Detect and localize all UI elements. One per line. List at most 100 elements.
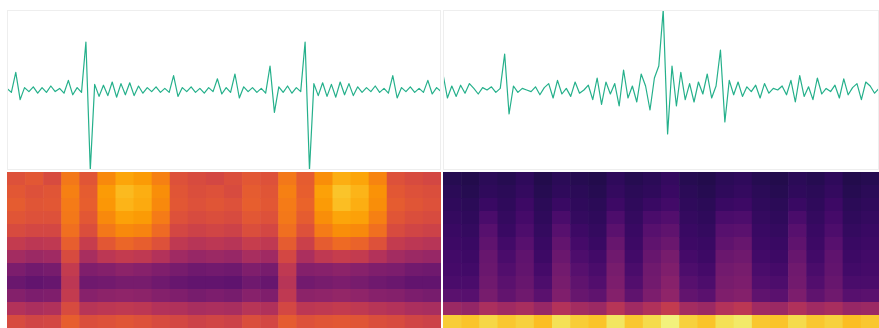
cell: [134, 250, 153, 264]
cell: [752, 211, 771, 225]
cell: [516, 185, 535, 199]
cell: [224, 211, 243, 225]
cell: [479, 276, 498, 290]
cell: [188, 250, 207, 264]
cell: [116, 276, 135, 290]
cell: [116, 172, 135, 186]
cell: [423, 224, 441, 238]
cell: [423, 315, 441, 328]
cell: [97, 250, 116, 264]
cell: [242, 289, 261, 303]
cell: [734, 302, 753, 316]
cell: [43, 237, 62, 251]
cell: [607, 211, 626, 225]
cell: [679, 276, 698, 290]
cell: [405, 276, 424, 290]
cell: [206, 289, 225, 303]
cell: [423, 302, 441, 316]
cell: [116, 185, 135, 199]
cell: [461, 250, 480, 264]
cell: [752, 276, 771, 290]
cell: [116, 224, 135, 238]
cell: [25, 263, 44, 277]
cell: [607, 185, 626, 199]
cell: [224, 172, 243, 186]
cell: [188, 237, 207, 251]
cell: [369, 224, 388, 238]
cell: [351, 185, 370, 199]
cell: [188, 185, 207, 199]
cell: [661, 172, 680, 186]
cell: [369, 302, 388, 316]
cell: [43, 250, 62, 264]
cell: [25, 315, 44, 328]
cell: [697, 250, 716, 264]
cell: [861, 250, 879, 264]
cell: [625, 185, 644, 199]
cell: [534, 237, 553, 251]
cell: [806, 185, 825, 199]
cell: [206, 211, 225, 225]
cell: [116, 250, 135, 264]
cell: [625, 289, 644, 303]
cell: [7, 185, 26, 199]
cell: [351, 237, 370, 251]
cell: [224, 198, 243, 212]
cell: [588, 302, 607, 316]
cell: [170, 211, 189, 225]
cell: [206, 302, 225, 316]
cell: [825, 315, 844, 328]
cell: [498, 250, 517, 264]
cell: [25, 198, 44, 212]
cell: [134, 198, 153, 212]
cell: [443, 302, 462, 316]
cell: [516, 263, 535, 277]
cell: [369, 263, 388, 277]
cell: [697, 315, 716, 328]
cell: [679, 289, 698, 303]
cell: [461, 276, 480, 290]
cell: [7, 198, 26, 212]
cell: [333, 250, 352, 264]
cell: [552, 302, 571, 316]
cell: [333, 237, 352, 251]
cell: [387, 198, 406, 212]
cell: [116, 211, 135, 225]
cell: [643, 315, 662, 328]
figure: [0, 0, 879, 328]
cell: [188, 224, 207, 238]
cell: [152, 263, 171, 277]
cell: [443, 224, 462, 238]
cell: [498, 185, 517, 199]
cell: [516, 211, 535, 225]
cell: [661, 224, 680, 238]
cell: [552, 198, 571, 212]
cell: [351, 224, 370, 238]
cell: [697, 224, 716, 238]
cell: [443, 263, 462, 277]
cell: [607, 250, 626, 264]
cell: [607, 224, 626, 238]
cell: [296, 315, 315, 328]
cell: [734, 263, 753, 277]
cell: [116, 198, 135, 212]
cell: [752, 237, 771, 251]
cell: [152, 250, 171, 264]
cell: [734, 172, 753, 186]
cell: [498, 198, 517, 212]
cell: [170, 224, 189, 238]
cell: [570, 185, 589, 199]
cell: [369, 172, 388, 186]
cell: [843, 224, 862, 238]
cell: [242, 315, 261, 328]
plot-area: [7, 172, 441, 328]
cell: [661, 263, 680, 277]
cell: [588, 289, 607, 303]
cell: [734, 198, 753, 212]
cell: [770, 302, 789, 316]
cell: [351, 211, 370, 225]
cell: [260, 237, 279, 251]
cell: [588, 185, 607, 199]
cell: [188, 198, 207, 212]
cell: [552, 263, 571, 277]
